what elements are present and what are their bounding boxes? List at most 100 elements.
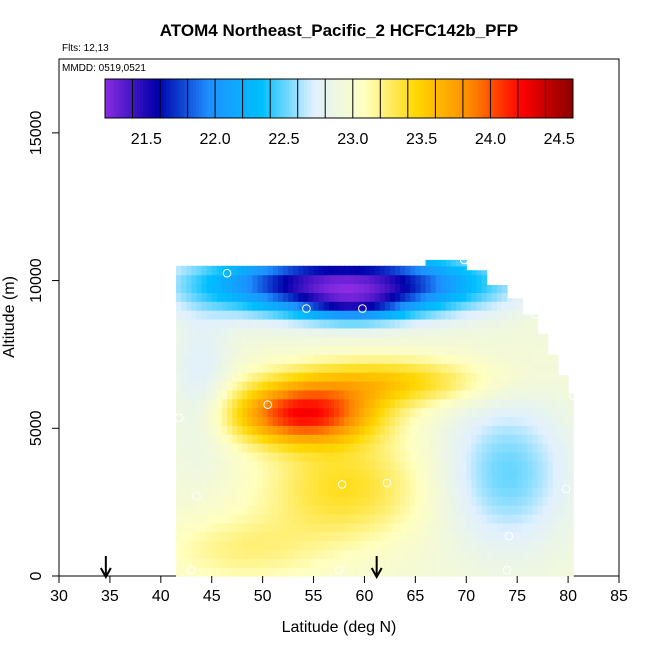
heat-cell [537, 478, 544, 488]
heat-cell [456, 336, 462, 347]
colorbar-segment [482, 79, 486, 118]
heat-cell [491, 416, 498, 426]
heat-cell [227, 318, 233, 329]
heat-cell [476, 522, 483, 533]
heat-cell [237, 283, 243, 293]
sample-point [187, 565, 196, 575]
heat-cell [344, 354, 350, 364]
colorbar-segment [125, 79, 129, 118]
heat-cell [308, 505, 315, 515]
heat-cell [420, 363, 427, 373]
heat-cell [333, 336, 340, 347]
heat-cell [318, 398, 325, 409]
heat-cell [313, 354, 320, 364]
heat-cell [471, 381, 478, 391]
heat-cell [512, 310, 518, 320]
heat-cell [537, 549, 544, 559]
heat-cell [466, 451, 472, 462]
colorbar-segment [564, 79, 568, 118]
heat-cell [440, 274, 447, 285]
heat-cell [354, 354, 360, 364]
heat-cell [308, 363, 315, 373]
heat-cell [420, 407, 427, 418]
heat-cell [211, 381, 218, 391]
colorbar-segment [189, 79, 194, 118]
heat-cell [247, 301, 254, 311]
heat-cell [405, 389, 411, 400]
colorbar-segment [400, 79, 404, 118]
heat-cell [333, 522, 340, 533]
heat-cell [328, 460, 335, 471]
heat-cell [232, 513, 238, 524]
heat-cell [216, 372, 223, 382]
heat-cell [349, 310, 355, 320]
heat-cell [283, 318, 289, 329]
heat-cell [283, 389, 289, 400]
heat-cell [308, 354, 315, 364]
heat-cell [471, 451, 478, 462]
heat-cell [328, 443, 335, 453]
heat-cell [257, 407, 264, 418]
heat-cell [318, 513, 325, 524]
heat-cell [201, 434, 208, 444]
heat-cell [542, 505, 549, 515]
heat-cell [349, 469, 355, 480]
heat-cell [242, 478, 248, 488]
heat-cell [283, 398, 289, 409]
heat-cell [451, 460, 457, 471]
heat-cell [206, 540, 213, 551]
heat-cell [293, 505, 299, 515]
heat-cell [395, 425, 401, 435]
heat-cell [227, 345, 233, 356]
heat-cell [277, 372, 284, 382]
heat-cell [211, 531, 218, 542]
heat-cell [216, 389, 223, 400]
heat-cell [201, 301, 208, 311]
heat-cell [507, 434, 513, 444]
heat-cell [196, 478, 203, 488]
heat-cell [461, 265, 467, 276]
heat-cell [471, 443, 478, 453]
heat-cell [237, 389, 243, 400]
heat-cell [196, 336, 203, 347]
heat-cell [522, 336, 528, 347]
heat-cell [216, 460, 223, 471]
heat-cell [354, 301, 360, 311]
heat-cell [491, 285, 498, 293]
heat-cell [486, 363, 493, 373]
heat-cell [451, 513, 457, 524]
heat-cell [267, 558, 274, 568]
heat-cell [237, 567, 243, 577]
heat-cell [456, 354, 462, 364]
heat-cell [303, 522, 310, 533]
heat-cell [568, 522, 574, 533]
heat-cell [461, 558, 467, 568]
heat-cell [237, 398, 243, 409]
heat-cell [400, 505, 406, 515]
heat-cell [252, 389, 259, 400]
heat-cell [445, 336, 452, 347]
heat-cell [384, 389, 391, 400]
heat-cell [568, 392, 574, 400]
heat-cell [501, 381, 508, 391]
heat-cell [313, 407, 320, 418]
heat-cell [181, 531, 187, 542]
heat-cell [257, 301, 264, 311]
colorbar-tick-label: 22.0 [200, 131, 231, 148]
heat-cell [451, 443, 457, 453]
heat-cell [318, 318, 325, 329]
heat-cell [420, 398, 427, 409]
colorbar-tick-label: 21.5 [131, 131, 162, 148]
heat-cell [201, 372, 208, 382]
heat-cell [379, 558, 386, 568]
heat-cell [395, 522, 401, 533]
heat-cell [400, 513, 406, 524]
heat-cell [293, 301, 299, 311]
heat-cell [389, 345, 396, 356]
heat-cell [471, 505, 478, 515]
heat-cell [318, 301, 325, 311]
heat-cell [176, 522, 182, 533]
heat-cell [430, 265, 437, 276]
heat-cell [563, 460, 569, 471]
heat-cell [369, 363, 376, 373]
